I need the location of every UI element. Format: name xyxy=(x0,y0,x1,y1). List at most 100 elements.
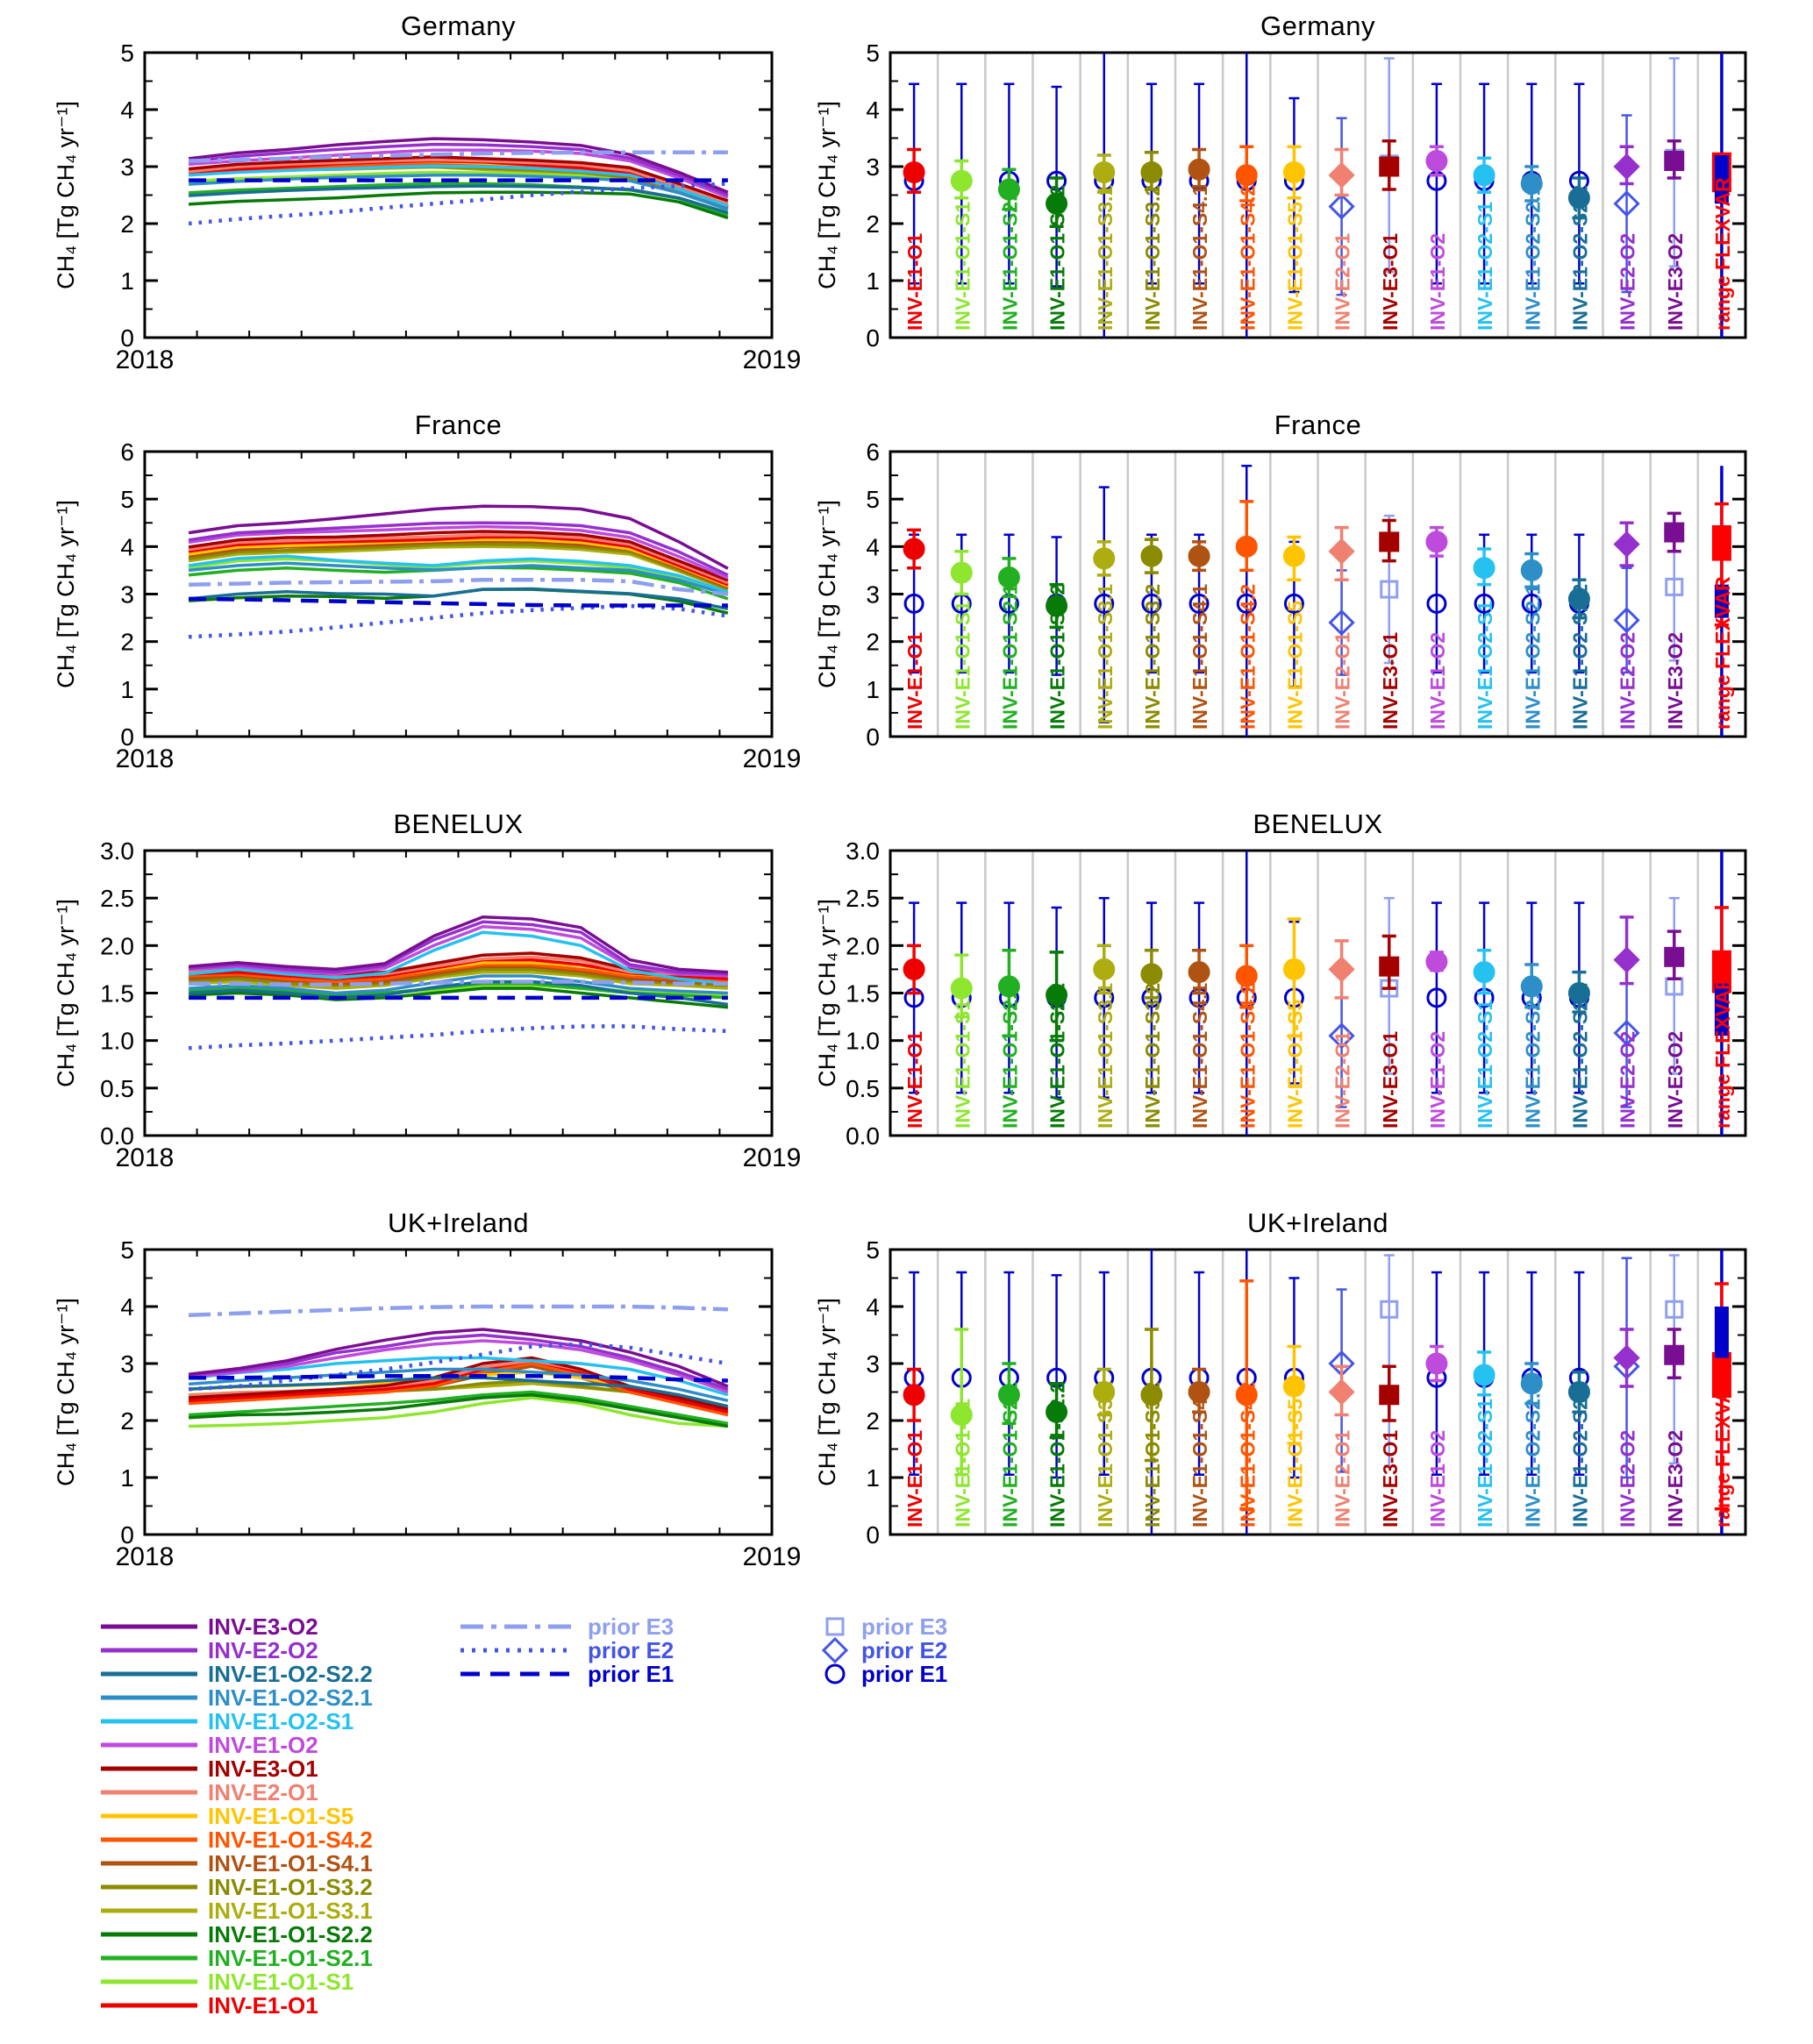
category-label: INV-E1-O1-S3.1 xyxy=(1094,983,1117,1129)
series-line-INV-E1-O2 xyxy=(188,924,728,978)
y-tick-label: 0 xyxy=(120,723,134,751)
category-label: INV-E3-O2 xyxy=(1664,1031,1687,1129)
y-tick-label: 3 xyxy=(866,581,880,609)
legend-line-label: INV-E1-O2 xyxy=(208,1732,318,1758)
category-label: INV-E1-O1-S1 xyxy=(951,202,974,331)
series-line-prior E3 xyxy=(189,578,729,596)
posterior-circle-symbol xyxy=(950,169,973,192)
category-label: INV-E1-O2 xyxy=(1426,233,1449,331)
category-label: INV-E1-O1-S5 xyxy=(1283,1000,1306,1129)
series-line-INV-E3-O1 xyxy=(188,155,729,203)
errorbar-chart-benelux: 0.0 0.5 1.0 1.5 2.0 2.5 3.0 INV-E1-O1 INV-E1-O1-… xyxy=(846,837,1747,1150)
posterior-circle-symbol xyxy=(1282,161,1305,183)
y-tick-label: 2.0 xyxy=(100,932,134,959)
category-label: INV-E1-O2-S2.1 xyxy=(1521,584,1544,730)
y-tick-label: 1 xyxy=(866,676,880,703)
category-label: INV-E1-O1-S3.2 xyxy=(1141,584,1164,730)
legend-line-label: INV-E1-O1-S4.1 xyxy=(208,1850,373,1877)
posterior-circle-symbol xyxy=(1235,965,1258,987)
category-label: INV-E3-O2 xyxy=(1664,1430,1687,1528)
y-tick-label: 1 xyxy=(866,267,880,295)
prior-square-symbol xyxy=(1665,1300,1684,1319)
y-tick-label: 6 xyxy=(866,438,880,466)
category-label: INV-E2-O1 xyxy=(1331,632,1354,730)
posterior-circle-symbol xyxy=(1425,951,1448,973)
prior-circle-symbol xyxy=(1426,593,1447,614)
category-label: INV-E1-O2-S2.1 xyxy=(1521,185,1544,331)
legend-line-label: INV-E1-O2-S1 xyxy=(208,1708,353,1734)
legend-prior-symbol-label: prior E2 xyxy=(861,1637,947,1663)
posterior-square-symbol xyxy=(1379,1385,1400,1406)
panel-title: BENELUX xyxy=(1253,808,1383,839)
series-line-prior E2 xyxy=(188,603,729,639)
flexvar-blue-range xyxy=(1714,1307,1729,1358)
y-tick-label: 3 xyxy=(120,581,134,609)
category-label: INV-E1-O2-S2.2 xyxy=(1568,1382,1591,1528)
legend-canvas: INV-E3-O2INV-E2-O2INV-E1-O2-S2.2INV-E1-O… xyxy=(101,1613,947,2019)
y-tick-label: 1.0 xyxy=(846,1028,880,1055)
panel-title: Germany xyxy=(1260,11,1375,41)
y-tick-label: 2 xyxy=(866,629,880,656)
series-line-INV-E1-O1-S2.2 xyxy=(188,190,729,220)
y-tick-label: 3 xyxy=(866,1350,880,1378)
series-line-prior E3 xyxy=(189,979,728,987)
legend-line-label: INV-E1-O2-S2.2 xyxy=(208,1661,373,1687)
posterior-circle-symbol xyxy=(1093,1381,1116,1403)
posterior-circle-symbol xyxy=(1235,164,1258,187)
posterior-circle-symbol xyxy=(903,958,925,980)
panel-title: BENELUX xyxy=(393,808,524,839)
series-line-prior E3 xyxy=(189,150,728,163)
series-line-INV-E1-O2 xyxy=(188,1339,729,1394)
category-label: INV-E1-O1-S4.1 xyxy=(1188,584,1211,730)
y-tick-label: 3.0 xyxy=(100,837,134,865)
category-label: INV-E2-O1 xyxy=(1331,1031,1354,1129)
category-label: INV-E1-O1 xyxy=(903,632,926,730)
flexvar-red-range xyxy=(1711,524,1731,561)
flexvar-label: range FLEXVAR xyxy=(1711,177,1734,331)
prior-circle-symbol xyxy=(1141,593,1162,614)
category-label: INV-E1-O1-S2.2 xyxy=(1046,1382,1069,1528)
posterior-circle-symbol xyxy=(903,1384,925,1407)
series-line-INV-E3-O2 xyxy=(188,1328,729,1388)
legend-prior-line-label: prior E3 xyxy=(588,1613,674,1640)
legend-prior-symbol-label: prior E3 xyxy=(861,1613,947,1640)
y-tick-label: 5 xyxy=(866,486,880,513)
category-label: INV-E1-O1-S2.2 xyxy=(1046,584,1069,730)
posterior-circle-symbol xyxy=(997,178,1020,201)
category-label: INV-E3-O2 xyxy=(1664,632,1687,730)
x-tick-end: 2019 xyxy=(742,345,802,374)
legend-line-label: INV-E1-O1 xyxy=(208,1992,318,2019)
posterior-diamond-symbol xyxy=(1613,1344,1640,1371)
prior-circle-symbol xyxy=(1474,593,1495,614)
series-line-INV-E1-O2-S2.2 xyxy=(188,184,729,215)
y-tick-label: 2 xyxy=(120,629,134,656)
y-tick-label: 4 xyxy=(866,533,880,560)
posterior-circle-symbol xyxy=(1567,187,1590,210)
axis-box xyxy=(889,51,1747,339)
category-label: INV-E1-O1-S2.1 xyxy=(998,1382,1021,1528)
figure-legend: INV-E3-O2 INV-E2-O2 INV-E1-O2-S2.2 INV-E1-O… xyxy=(0,1605,1813,2040)
legend-line-label: INV-E3-O1 xyxy=(208,1756,318,1782)
y-tick-label: 2.5 xyxy=(846,885,880,912)
category-label: INV-E1-O1-S1 xyxy=(951,1399,974,1528)
posterior-diamond-symbol xyxy=(1328,538,1355,565)
y-tick-label: 6 xyxy=(120,438,134,466)
prior-diamond-symbol xyxy=(1328,193,1355,220)
category-label: INV-E1-O1-S3.2 xyxy=(1141,983,1164,1129)
y-tick-label: 4 xyxy=(120,533,134,560)
category-label: INV-E1-O1 xyxy=(903,1430,926,1528)
legend-line-label: INV-E2-O2 xyxy=(208,1637,318,1663)
posterior-circle-symbol xyxy=(1093,161,1116,183)
errorbar-chart-germany: 0 1 2 3 4 5 INV-E1-O1 INV-E1-O1-S1 INV-E1-O1-S2.… xyxy=(866,39,1747,352)
y-tick-label: 3 xyxy=(120,153,134,181)
prior-diamond-symbol xyxy=(1328,1022,1355,1050)
prior-diamond-symbol xyxy=(1613,190,1640,217)
posterior-circle-symbol xyxy=(1520,173,1543,195)
posterior-circle-symbol xyxy=(1235,1384,1258,1407)
prior-circle-symbol xyxy=(903,593,924,614)
posterior-circle-symbol xyxy=(997,566,1020,589)
x-tick-end: 2019 xyxy=(742,1542,802,1571)
